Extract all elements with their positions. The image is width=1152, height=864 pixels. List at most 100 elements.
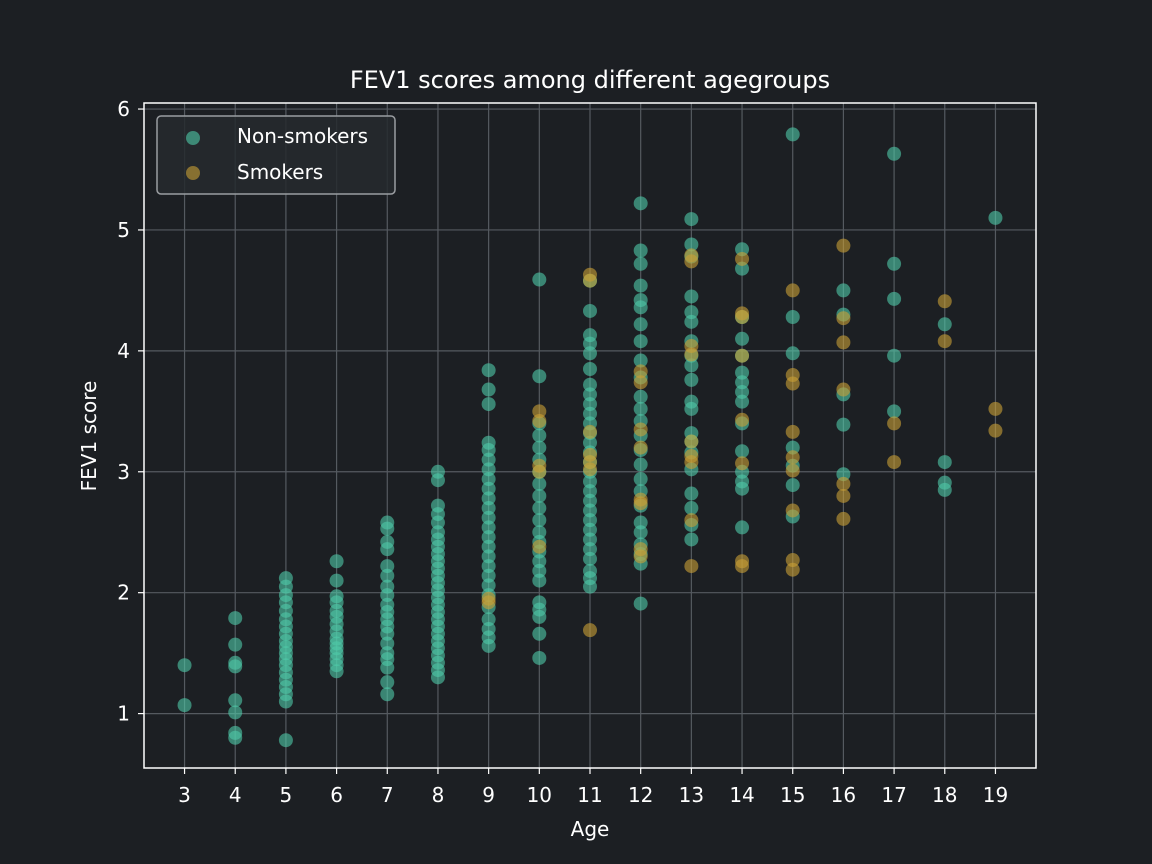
x-tick-label: 19 bbox=[983, 783, 1008, 807]
data-point bbox=[785, 424, 800, 439]
data-point bbox=[836, 511, 851, 526]
data-point bbox=[583, 377, 597, 392]
data-point bbox=[532, 609, 547, 624]
data-point bbox=[836, 417, 851, 432]
data-point bbox=[633, 353, 648, 368]
data-point bbox=[785, 376, 800, 391]
data-point bbox=[583, 623, 597, 638]
y-tick-label: 1 bbox=[117, 702, 130, 726]
data-point bbox=[481, 501, 496, 516]
x-tick-label: 12 bbox=[628, 783, 653, 807]
data-point bbox=[532, 650, 547, 665]
data-point bbox=[887, 455, 902, 470]
x-tick-label: 11 bbox=[577, 783, 602, 807]
data-points bbox=[177, 127, 1003, 748]
data-point bbox=[836, 238, 851, 253]
data-point bbox=[937, 482, 952, 497]
data-point bbox=[633, 243, 648, 258]
data-point bbox=[481, 539, 496, 554]
data-point bbox=[481, 363, 496, 378]
data-point bbox=[583, 484, 597, 499]
data-point bbox=[380, 568, 395, 583]
data-point bbox=[481, 559, 496, 574]
data-point bbox=[633, 401, 648, 416]
data-point bbox=[481, 612, 496, 627]
data-point bbox=[735, 310, 750, 325]
data-point bbox=[684, 401, 699, 416]
data-point bbox=[481, 462, 496, 477]
data-point bbox=[684, 501, 699, 516]
data-point bbox=[988, 401, 1003, 416]
data-point bbox=[532, 404, 547, 419]
data-point bbox=[481, 638, 496, 653]
data-point bbox=[481, 578, 496, 593]
data-point bbox=[836, 476, 851, 491]
data-point bbox=[633, 375, 648, 390]
data-point bbox=[785, 503, 800, 518]
x-axis-label: Age bbox=[571, 817, 610, 841]
data-point bbox=[836, 488, 851, 503]
y-tick-label: 6 bbox=[117, 97, 130, 121]
data-point bbox=[583, 522, 597, 537]
data-point bbox=[329, 664, 344, 679]
data-point bbox=[836, 467, 851, 482]
data-point bbox=[228, 659, 243, 674]
data-point bbox=[583, 579, 597, 594]
data-point bbox=[583, 513, 597, 528]
data-point bbox=[481, 472, 496, 487]
data-point bbox=[735, 412, 750, 427]
data-point bbox=[735, 384, 750, 399]
legend: Non-smokers Smokers bbox=[156, 115, 396, 195]
data-point bbox=[684, 513, 699, 528]
data-point bbox=[684, 305, 699, 320]
y-tick-label: 4 bbox=[117, 339, 130, 363]
data-point bbox=[532, 413, 547, 428]
data-point bbox=[785, 440, 800, 455]
data-point bbox=[887, 291, 902, 306]
y-tick-label: 2 bbox=[117, 581, 130, 605]
data-point bbox=[430, 670, 445, 685]
data-point bbox=[988, 423, 1003, 438]
data-point bbox=[937, 455, 952, 470]
data-point bbox=[481, 452, 496, 467]
data-point bbox=[583, 387, 597, 402]
data-point bbox=[380, 660, 395, 675]
data-point bbox=[583, 474, 597, 489]
x-axis-ticks: 3 4 5 6 7 8 9 10 11 12 13 14 15 16 17 18 19 bbox=[178, 768, 1008, 807]
legend-label-smokers: Smokers bbox=[237, 160, 323, 184]
data-point bbox=[785, 562, 800, 577]
data-point bbox=[532, 488, 547, 503]
data-point bbox=[887, 146, 902, 161]
data-point bbox=[785, 463, 800, 478]
data-point bbox=[684, 358, 699, 373]
data-point bbox=[633, 515, 648, 530]
data-point bbox=[735, 444, 750, 459]
data-point bbox=[583, 303, 597, 318]
data-point bbox=[532, 464, 547, 479]
data-point bbox=[380, 588, 395, 603]
data-point bbox=[532, 626, 547, 641]
data-point bbox=[177, 658, 192, 673]
data-point bbox=[481, 520, 496, 535]
data-point bbox=[836, 283, 851, 298]
data-point bbox=[481, 568, 496, 583]
data-point bbox=[684, 559, 699, 574]
data-point bbox=[380, 542, 395, 557]
x-tick-label: 14 bbox=[729, 783, 754, 807]
x-tick-label: 15 bbox=[780, 783, 805, 807]
data-point bbox=[684, 532, 699, 547]
data-point bbox=[532, 440, 547, 455]
data-point bbox=[735, 261, 750, 276]
data-point bbox=[735, 365, 750, 380]
data-point bbox=[684, 237, 699, 252]
data-point bbox=[684, 434, 699, 449]
data-point bbox=[532, 513, 547, 528]
data-point bbox=[532, 539, 547, 554]
data-point bbox=[684, 372, 699, 387]
data-point bbox=[633, 334, 648, 349]
data-point bbox=[278, 694, 293, 709]
data-point bbox=[278, 733, 293, 748]
data-point bbox=[785, 310, 800, 325]
legend-marker-smokers bbox=[186, 166, 200, 180]
